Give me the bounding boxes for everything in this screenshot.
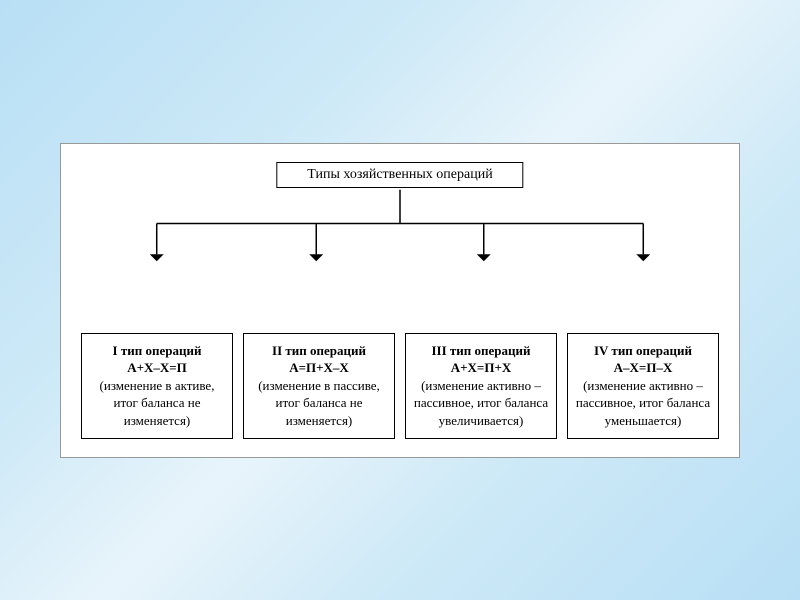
diagram-panel: Типы хозяйственных операций I тип операц… — [60, 143, 740, 458]
child-desc: (изменение активно – пассивное, итог бал… — [410, 377, 552, 430]
child-formula: А–Х=П–Х — [572, 359, 714, 377]
child-node-3: III тип операций А+Х=П+Х (изменение акти… — [405, 333, 557, 439]
child-desc: (изменение в активе, итог баланса не изм… — [86, 377, 228, 430]
child-title: I тип операций — [86, 342, 228, 360]
root-node: Типы хозяйственных операций — [276, 162, 523, 188]
child-node-1: I тип операций А+Х–Х=П (изменение в акти… — [81, 333, 233, 439]
child-formula: А+Х=П+Х — [410, 359, 552, 377]
child-title: IV тип операций — [572, 342, 714, 360]
child-formula: А+Х–Х=П — [86, 359, 228, 377]
child-desc: (изменение в пассиве, итог баланса не из… — [248, 377, 390, 430]
child-title: II тип операций — [248, 342, 390, 360]
child-desc: (изменение активно – пассивное, итог бал… — [572, 377, 714, 430]
child-formula: А=П+Х–Х — [248, 359, 390, 377]
child-node-4: IV тип операций А–Х=П–Х (изменение актив… — [567, 333, 719, 439]
child-title: III тип операций — [410, 342, 552, 360]
root-label: Типы хозяйственных операций — [307, 167, 492, 182]
children-row: I тип операций А+Х–Х=П (изменение в акти… — [81, 333, 719, 439]
child-node-2: II тип операций А=П+Х–Х (изменение в пас… — [243, 333, 395, 439]
